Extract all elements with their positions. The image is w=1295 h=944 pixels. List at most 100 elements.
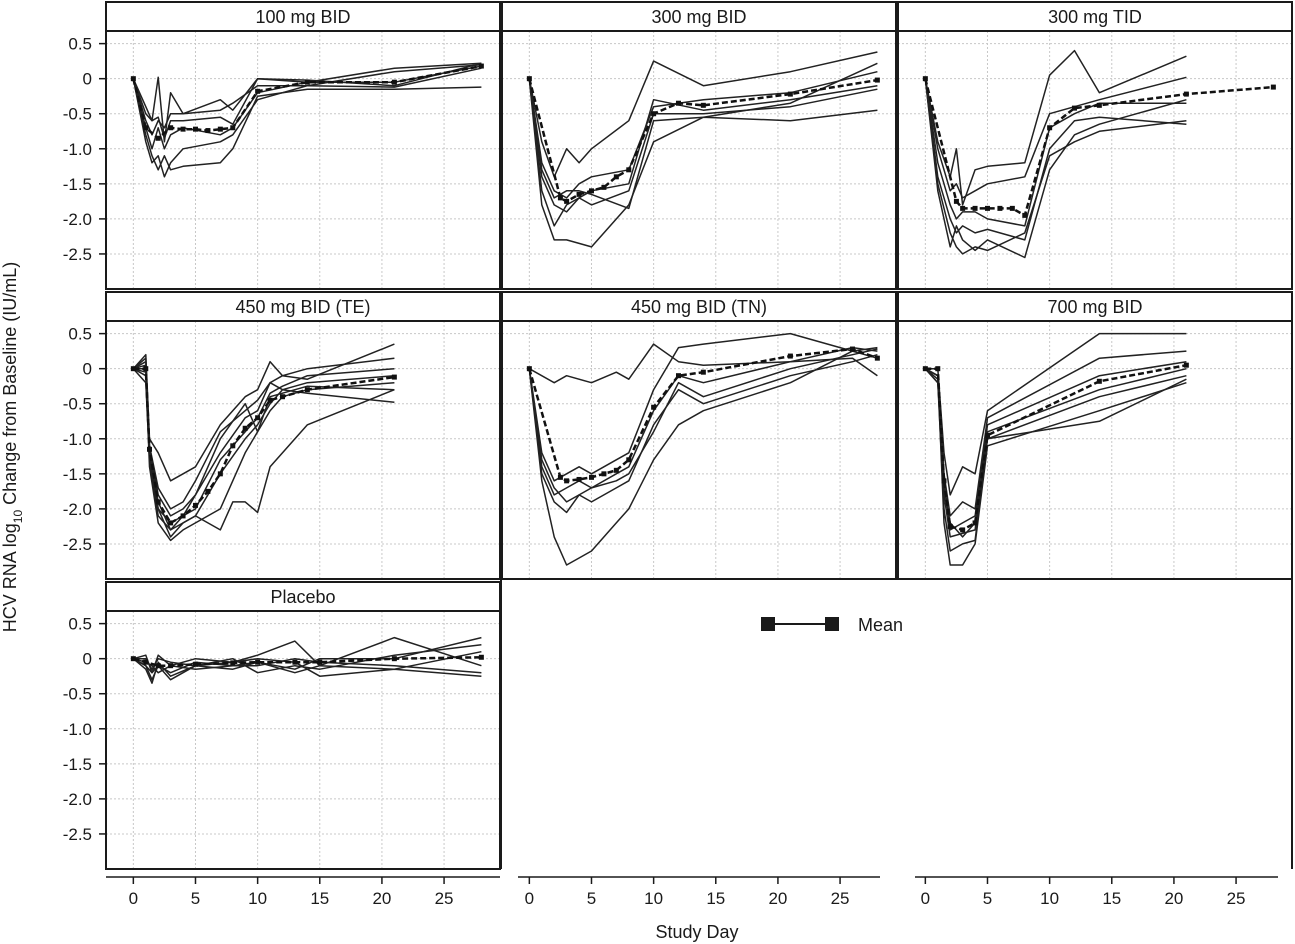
mean-point: [1071, 105, 1077, 111]
panel-7: Placebo: [105, 581, 501, 870]
mean-point: [1096, 378, 1102, 384]
mean-point: [155, 135, 161, 141]
mean-point: [922, 76, 928, 82]
panel-frame: [897, 30, 1293, 290]
y-tick-label: -0.5: [63, 105, 92, 124]
mean-point: [1183, 362, 1189, 368]
panel-title-strip: [501, 291, 897, 322]
mean-point: [626, 457, 632, 463]
panel-frame: [501, 320, 897, 580]
patient-line-5: [132, 78, 482, 171]
panel-2: 300 mg BID: [501, 1, 897, 290]
mean-point: [192, 502, 198, 508]
panel-title: 300 mg TID: [1048, 7, 1142, 27]
patient-line-2: [924, 350, 1187, 517]
mean-point: [143, 659, 149, 665]
x-tick-label: 25: [435, 889, 454, 908]
patient-line-7: [133, 364, 395, 531]
patient-line-4: [528, 78, 878, 227]
patient-line-5: [528, 353, 878, 514]
x-tick-label: 20: [768, 889, 787, 908]
panel-4: 450 mg BID (TE): [105, 291, 501, 580]
panel-frame: [105, 30, 501, 290]
mean-point: [960, 205, 966, 211]
mean-point: [192, 126, 198, 132]
patient-line-6: [132, 357, 395, 538]
mean-point: [588, 188, 594, 194]
mean-point: [180, 513, 186, 519]
y-tick-label: -2.0: [63, 500, 92, 519]
patient-line-3: [924, 360, 1187, 531]
x-tick-label: 10: [1040, 889, 1059, 908]
mean-point: [147, 446, 153, 452]
mean-point: [874, 77, 880, 83]
patient-line-4: [528, 348, 878, 503]
mean-point: [953, 198, 959, 204]
panel-title: 450 mg BID (TN): [631, 297, 767, 317]
mean-point: [230, 660, 236, 666]
patient-line-1: [924, 49, 1187, 206]
mean-point: [143, 125, 149, 131]
mean-point: [255, 659, 261, 665]
mean-point: [526, 76, 532, 82]
panel-frame: [501, 30, 897, 290]
y-tick-label: -0.5: [63, 395, 92, 414]
y-tick-label: -1.5: [63, 175, 92, 194]
mean-point: [205, 128, 211, 134]
patient-line-3: [528, 346, 878, 496]
panel-title: 100 mg BID: [255, 7, 350, 27]
mean-point: [1022, 212, 1028, 218]
mean-point: [168, 125, 174, 131]
mean-point: [849, 346, 855, 352]
mean-point: [941, 478, 947, 484]
patient-line-6: [528, 350, 878, 566]
panel-title-strip: [105, 291, 501, 322]
y-tick-label: 0: [83, 360, 92, 379]
x-tick-label: 15: [310, 889, 329, 908]
mean-point: [588, 474, 594, 480]
mean-point: [1047, 125, 1053, 131]
mean-point: [1096, 102, 1102, 108]
mean-point: [130, 76, 136, 82]
x-tick-label: 15: [1102, 889, 1121, 908]
x-tick-label: 10: [644, 889, 663, 908]
mean-point: [242, 425, 248, 431]
y-tick-label: 0: [83, 70, 92, 89]
legend-marker-left: [761, 617, 775, 631]
mean-point: [601, 471, 607, 477]
x-tick-label: 5: [191, 889, 200, 908]
mean-point: [922, 366, 928, 372]
mean-point: [526, 366, 532, 372]
patient-line-4: [132, 368, 395, 531]
y-tick-label: 0.5: [68, 325, 92, 344]
y-tick-label: -2.0: [63, 790, 92, 809]
patient-line-5: [133, 650, 482, 674]
patient-line-8: [133, 367, 395, 510]
panel-6: 700 mg BID: [897, 291, 1293, 580]
mean-point: [217, 126, 223, 132]
mean-point: [130, 366, 136, 372]
x-tick-label: 20: [1164, 889, 1183, 908]
mean-point: [651, 404, 657, 410]
mean-point: [1183, 91, 1189, 97]
x-tick-label: 0: [525, 889, 534, 908]
mean-point: [230, 443, 236, 449]
mean-point: [391, 656, 397, 662]
mean-point: [267, 397, 273, 403]
mean-point: [168, 520, 174, 526]
x-tick-label: 0: [129, 889, 138, 908]
y-tick-label: -1.0: [63, 720, 92, 739]
patient-line-4: [924, 78, 1187, 241]
mean-point: [874, 355, 880, 361]
panel-frame: [897, 320, 1293, 580]
mean-point: [972, 205, 978, 211]
panel-frame: [105, 320, 501, 580]
mean-point: [478, 654, 484, 660]
panel-1: 100 mg BID: [105, 1, 501, 290]
mean-point: [1009, 205, 1015, 211]
mean-point: [478, 63, 484, 69]
legend-label: Mean: [858, 615, 903, 635]
mean-point: [217, 471, 223, 477]
mean-point: [576, 191, 582, 197]
mean-point: [972, 520, 978, 526]
